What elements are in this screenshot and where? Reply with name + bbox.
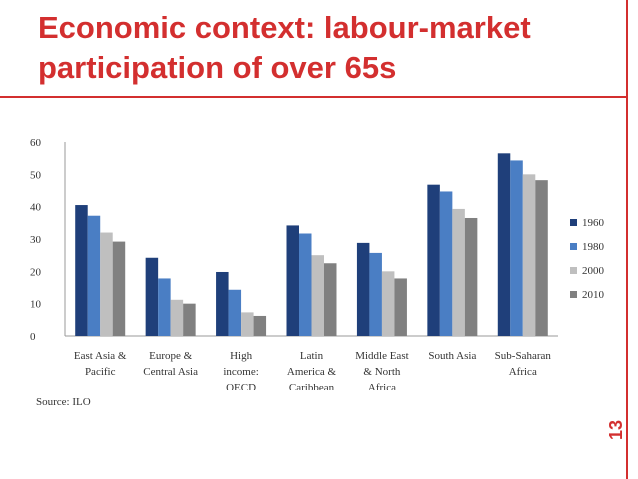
bar-chart: 0 10 20 30 40 50 60 East Asia & Pacific Europe & C… — [30, 137, 605, 390]
category-label: income: — [223, 366, 258, 378]
bar — [311, 255, 324, 336]
category-label: Pacific — [85, 366, 116, 378]
bar — [497, 153, 511, 336]
legend-label: 1960 — [582, 217, 605, 229]
bar — [464, 217, 478, 336]
bar — [75, 205, 88, 336]
bar — [356, 242, 370, 336]
bar — [87, 215, 101, 336]
bar — [241, 312, 254, 336]
bar — [158, 278, 171, 336]
bar — [439, 191, 453, 336]
category-label: Latin — [300, 350, 324, 362]
bar — [228, 289, 242, 336]
category-label: OECD — [226, 382, 256, 390]
y-tick-label: 40 — [30, 202, 42, 214]
bar — [253, 315, 267, 336]
category-label: Central Asia — [143, 366, 198, 378]
category-label: Caribbean — [289, 382, 335, 390]
source-note: Source: ILO — [36, 396, 91, 408]
y-tick-label: 30 — [30, 234, 42, 246]
bar — [112, 241, 126, 336]
category-label: Europe & — [149, 350, 193, 362]
y-tick-label: 0 — [30, 331, 36, 343]
bar — [286, 225, 299, 336]
bar — [145, 257, 159, 336]
category-label: Africa — [368, 382, 396, 390]
y-tick-label: 10 — [30, 299, 42, 311]
bar — [100, 232, 113, 336]
title-divider — [0, 96, 626, 98]
category-label: America & — [287, 366, 337, 378]
category-label: Africa — [509, 366, 537, 378]
category-label: East Asia & — [74, 350, 127, 362]
bar — [510, 160, 523, 336]
legend-label: 2010 — [582, 289, 605, 301]
page-number: 13 — [606, 419, 626, 440]
legend-swatch — [570, 219, 577, 226]
bar — [216, 271, 229, 336]
side-divider — [626, 0, 628, 479]
bar — [299, 233, 312, 336]
legend-swatch — [570, 267, 577, 274]
category-label: South Asia — [428, 350, 476, 362]
category-label: Sub-Saharan — [495, 350, 552, 362]
bar — [170, 299, 184, 336]
category-label: High — [230, 350, 253, 362]
category-label: Middle East — [355, 350, 408, 362]
legend-swatch — [570, 243, 577, 250]
bar — [522, 174, 536, 336]
legend-label: 1980 — [582, 241, 605, 253]
bar — [324, 263, 337, 336]
bar — [394, 278, 407, 336]
bar — [369, 252, 382, 336]
bar — [183, 303, 196, 336]
slide-title: Economic context: labour-market particip… — [38, 10, 531, 85]
category-label: & North — [363, 366, 400, 378]
y-tick-label: 20 — [30, 266, 42, 278]
bar — [452, 208, 465, 336]
bar — [381, 271, 395, 336]
y-tick-label: 50 — [30, 169, 42, 181]
legend-swatch — [570, 291, 577, 298]
y-tick-label: 60 — [30, 137, 42, 149]
bar — [535, 180, 548, 336]
bar — [427, 184, 440, 336]
legend-label: 2000 — [582, 265, 605, 277]
